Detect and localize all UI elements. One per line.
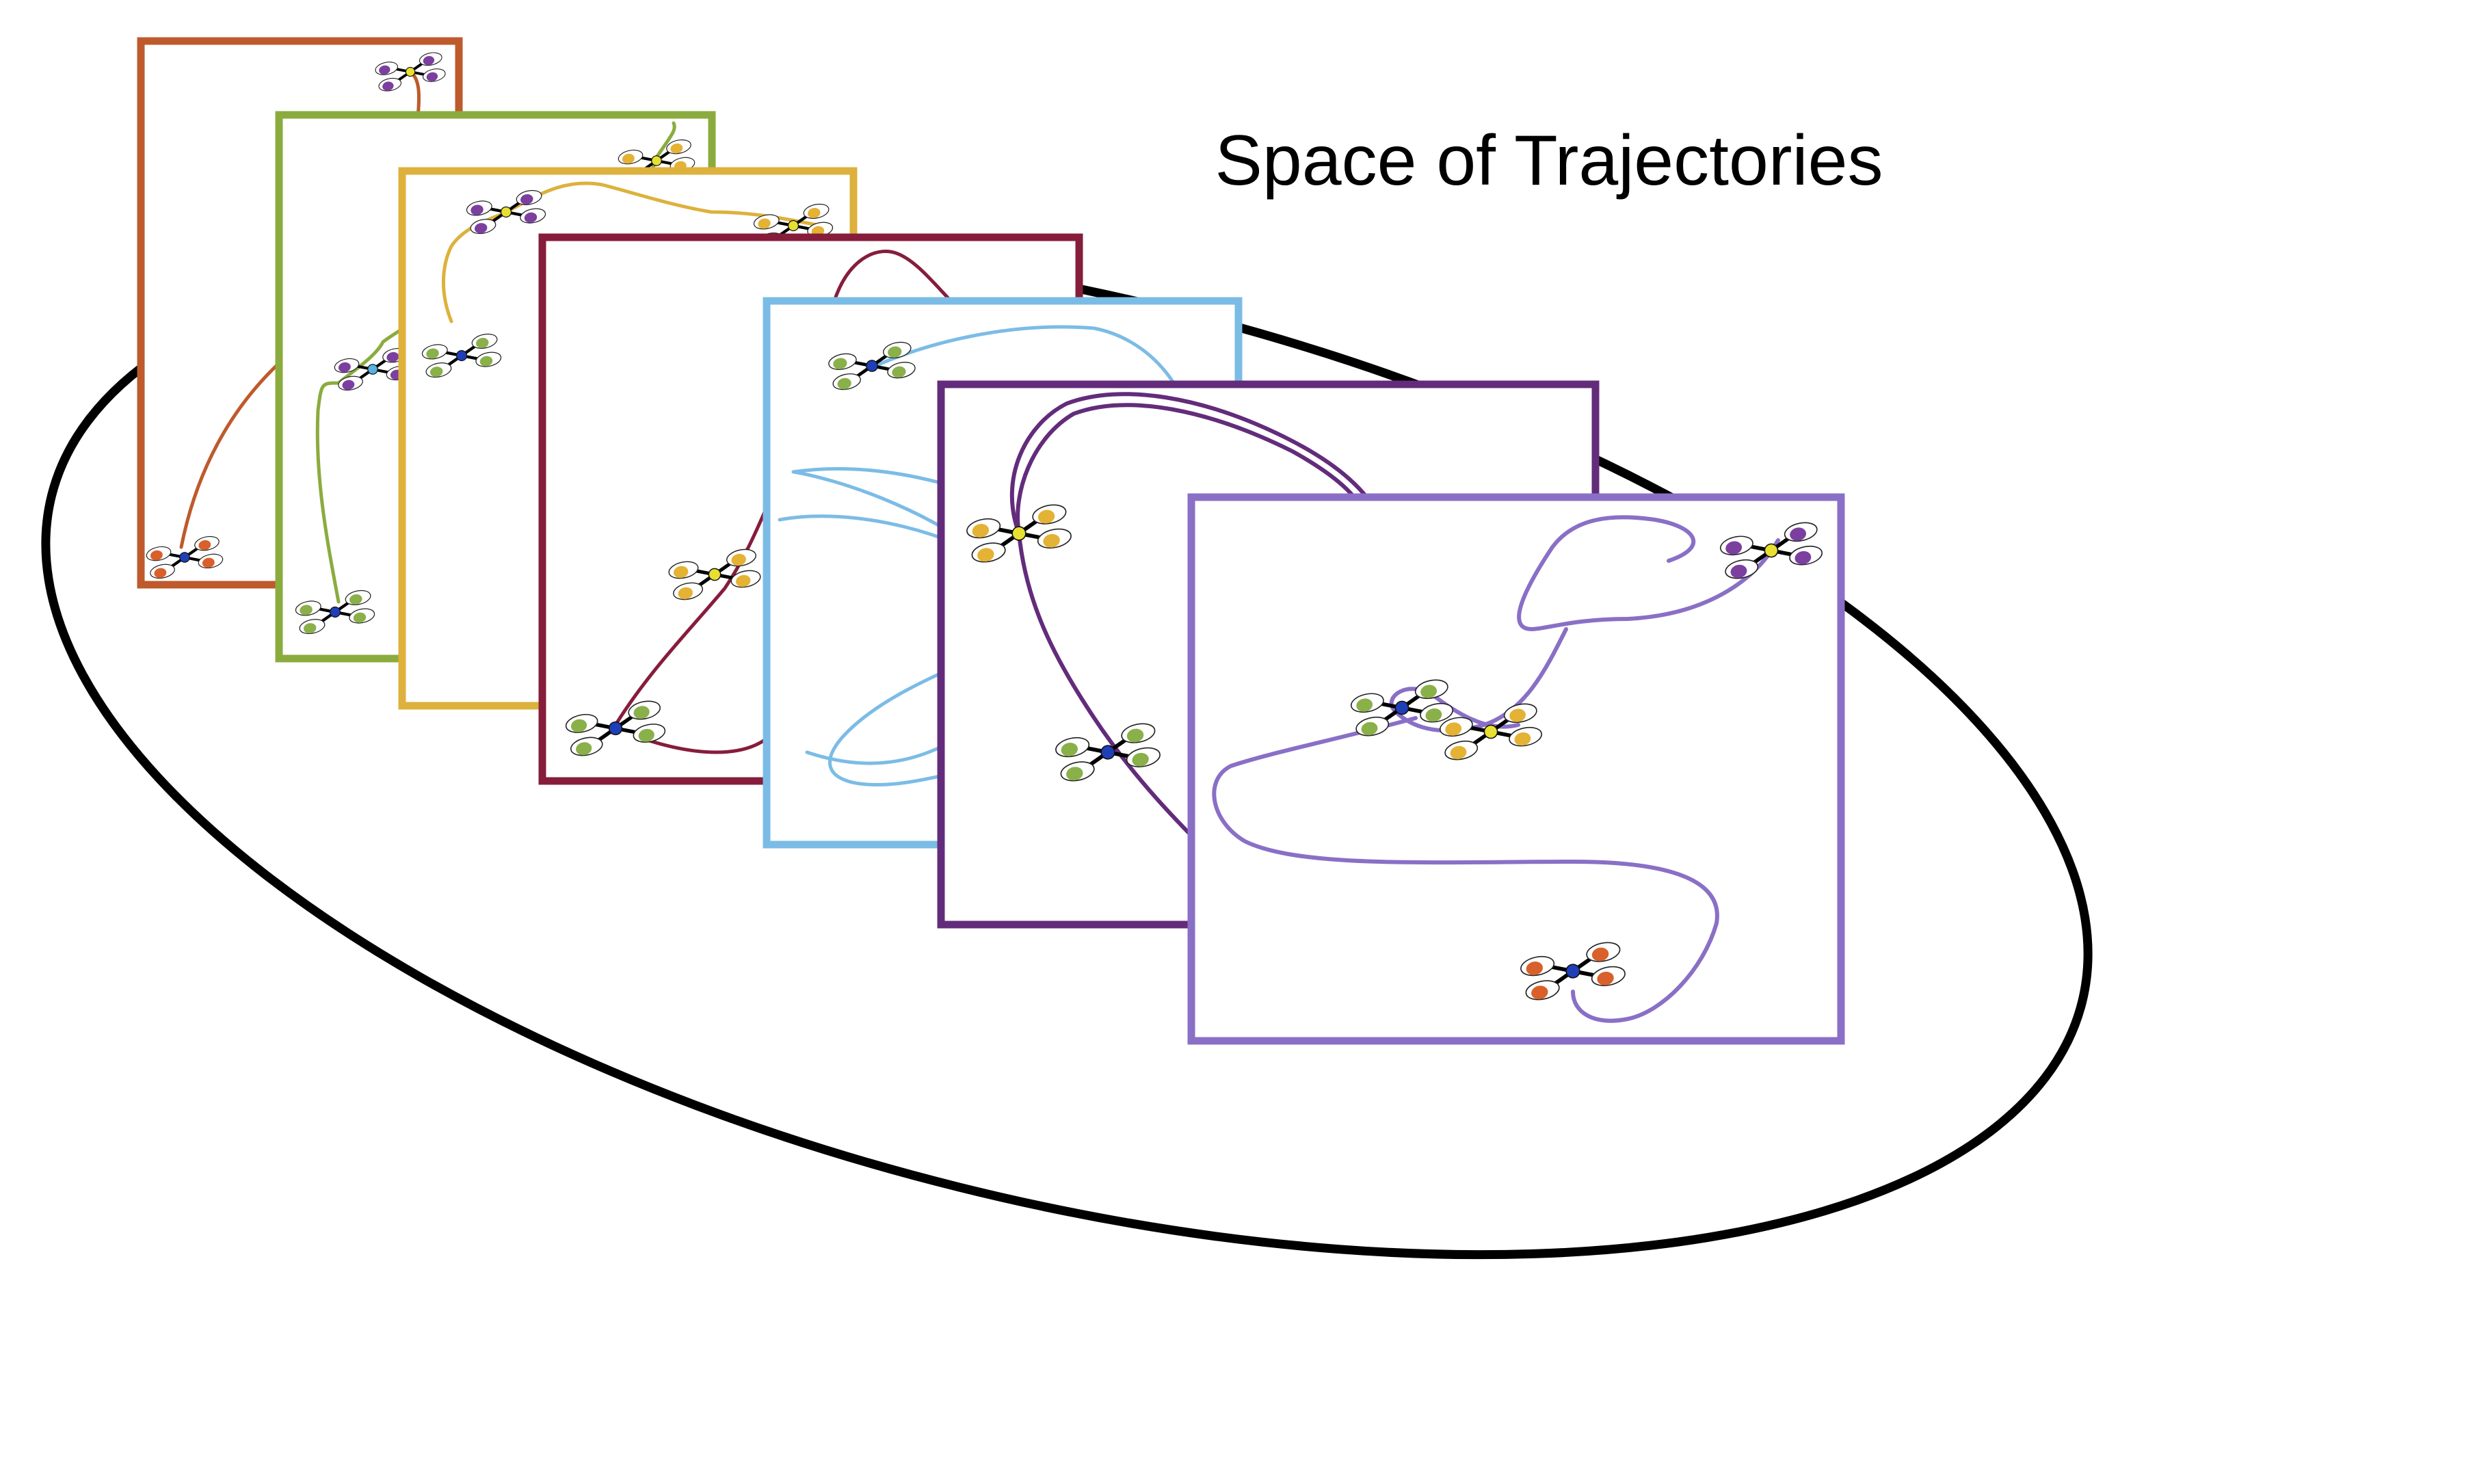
quadrotor-drone-icon	[295, 589, 375, 635]
quadrotor-drone-icon	[375, 52, 446, 92]
panel-border	[1187, 493, 1845, 1045]
quadrotor-drone-icon	[1520, 942, 1626, 1001]
quadrotor-drone-icon	[1055, 723, 1161, 782]
quadrotor-drone-icon	[1719, 522, 1823, 579]
trajectory-path	[1212, 716, 1719, 1023]
quadrotor-drone-icon	[421, 333, 502, 378]
quadrotor-drone-icon	[1350, 679, 1454, 737]
trajectory-panel-lavender	[1187, 493, 1845, 1045]
quadrotor-drone-icon	[828, 341, 916, 390]
trajectory-path	[442, 181, 823, 323]
quadrotor-drone-icon	[1439, 703, 1543, 760]
trajectory-path	[1017, 531, 1219, 864]
quadrotor-drone-icon	[146, 535, 224, 579]
quadrotor-drone-icon	[966, 504, 1072, 563]
figure-title: Space of Trajectories	[1215, 121, 1883, 200]
trajectory-path	[1517, 515, 1780, 631]
quadrotor-drone-icon	[668, 548, 761, 600]
trajectory-path	[1389, 627, 1568, 733]
quadrotor-drone-icon	[466, 189, 546, 235]
quadrotor-drone-icon	[565, 700, 666, 756]
